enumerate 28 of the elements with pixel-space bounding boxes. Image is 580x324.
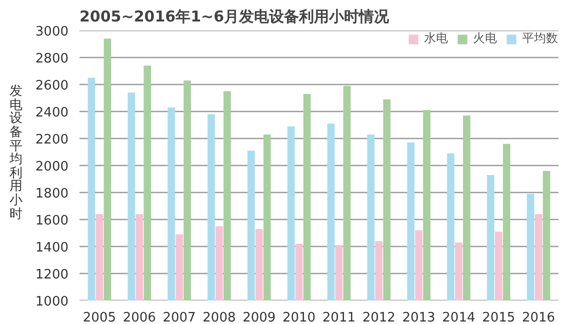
y-tick-label: 1800: [35, 186, 69, 202]
y-tick-label: 1600: [35, 214, 69, 228]
x-tick-label: 2012: [362, 310, 396, 324]
y-tick-label: 2200: [35, 132, 69, 148]
x-tick-label: 2009: [242, 310, 276, 324]
y-tick-label: 2800: [35, 52, 69, 66]
y-tick-label: 2000: [35, 160, 69, 174]
x-tick-label: 2005: [82, 310, 116, 324]
y-tick-label: 1000: [35, 294, 69, 310]
y-tick-label: 2400: [35, 106, 69, 120]
chart-title: 2005~2016年1~6月发电设备利用小时情况: [80, 8, 390, 26]
x-tick-label: 2010: [282, 310, 316, 324]
x-tick-label: 2008: [202, 310, 236, 324]
legend-label: 平均数: [522, 30, 558, 47]
x-tick-label: 2011: [322, 310, 356, 324]
x-tick-label: 2014: [442, 310, 476, 324]
x-tick-label: 2016: [522, 310, 556, 324]
x-tick-label: 2007: [162, 310, 196, 324]
x-tick-label: 2015: [482, 310, 516, 324]
y-tick-label: 1200: [35, 268, 69, 282]
y-tick-label: 3000: [35, 24, 69, 40]
y-tick-label: 1400: [35, 240, 69, 256]
legend-label: 水电: [424, 30, 448, 47]
text: 发电设备平均利用小时: [10, 84, 22, 222]
x-tick-label: 2006: [122, 310, 156, 324]
legend-label: 火电: [473, 30, 497, 47]
x-tick-label: 2013: [402, 310, 436, 324]
y-tick-label: 2600: [35, 78, 69, 94]
